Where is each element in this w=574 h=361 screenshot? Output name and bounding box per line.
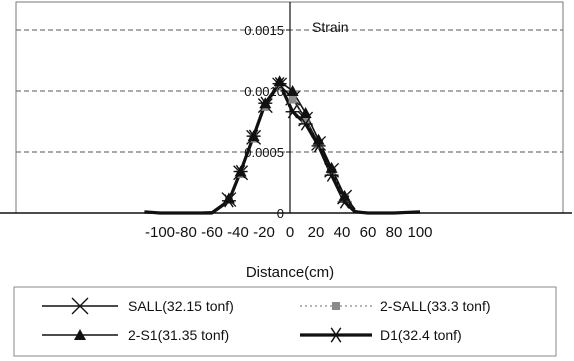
data-point-marker [299, 106, 312, 118]
data-point-marker [74, 329, 86, 340]
y-tick-label: 0.0015 [244, 23, 284, 38]
x-tick-label: -60 [201, 224, 223, 241]
x-tick-label: -80 [175, 224, 197, 241]
data-point-marker [272, 76, 287, 91]
tick-labels: 00.00050.00100.00150.00200.00250.0030-10… [145, 23, 433, 241]
x-tick-label: 40 [334, 224, 351, 241]
legend-entry: 2-SALL(33.3 tonf) [300, 298, 491, 314]
legend-entry: 2-S1(31.35 tonf) [42, 327, 229, 343]
data-point-marker [324, 168, 339, 182]
series-markers [221, 75, 353, 209]
x-tick-label: 20 [308, 224, 325, 241]
y-tick-label: 0.0010 [244, 84, 284, 99]
x-tick-label: -40 [227, 224, 249, 241]
y-tick-label: 0 [277, 206, 284, 221]
x-tick-label: 100 [407, 224, 432, 241]
legend-entry: D1(32.4 tonf) [300, 327, 462, 343]
data-point-marker [233, 164, 248, 179]
x-tick-label: 60 [360, 224, 377, 241]
chart-title: Strain [312, 19, 349, 35]
data-point-marker [311, 139, 326, 153]
x-tick-label: 0 [286, 224, 294, 241]
x-axis-title: Distance(cm) [246, 264, 334, 281]
data-point-marker [71, 297, 89, 315]
legend-label: D1(32.4 tonf) [380, 327, 462, 343]
data-point-marker [221, 194, 236, 208]
data-point-marker [328, 327, 344, 343]
data-point-marker [286, 85, 299, 96]
data-point-marker [258, 96, 273, 110]
legend-label: 2-S1(31.35 tonf) [128, 327, 229, 343]
data-point-marker [288, 95, 297, 104]
data-point-marker [301, 116, 310, 125]
legend-box [13, 286, 557, 357]
data-point-marker [285, 105, 300, 119]
legend-label: SALL(32.15 tonf) [128, 298, 234, 314]
x-tick-label: -20 [253, 224, 275, 241]
data-point-marker [246, 129, 261, 143]
series-line [144, 82, 421, 215]
y-tick-label: 0.0005 [244, 145, 284, 160]
data-point-marker [337, 195, 352, 209]
legend-entry: SALL(32.15 tonf) [42, 297, 234, 315]
data-point-marker [298, 117, 313, 131]
legend-label: 2-SALL(33.3 tonf) [380, 298, 491, 314]
x-tick-label: 80 [386, 224, 403, 241]
data-point-marker [332, 302, 340, 310]
legend: SALL(32.15 tonf) 2-SALL(33.3 tonf) 2-S1(31… [13, 286, 557, 357]
x-tick-label: -100 [145, 224, 175, 241]
